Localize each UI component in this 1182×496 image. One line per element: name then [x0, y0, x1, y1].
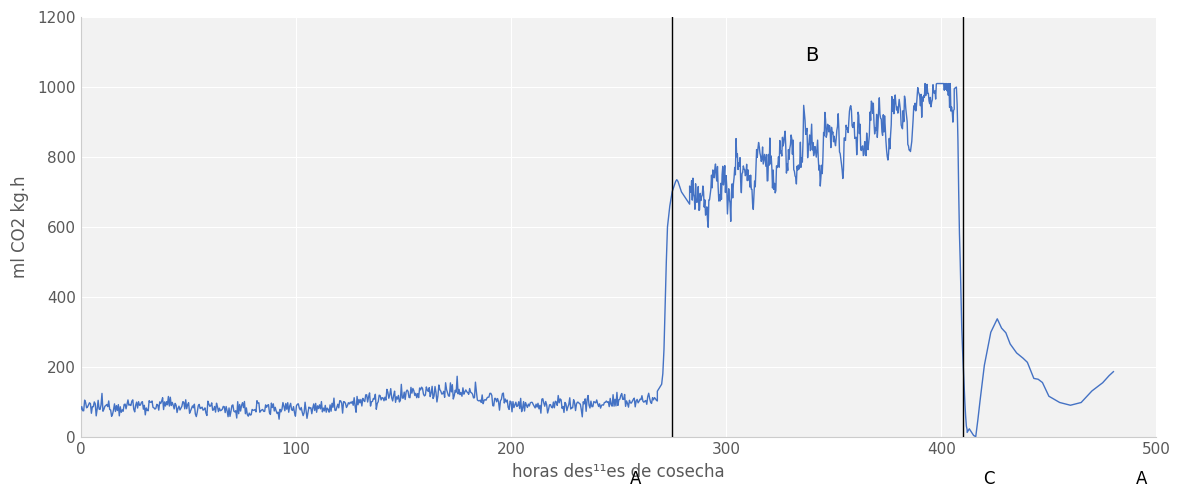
- Text: A: A: [1136, 470, 1147, 488]
- Text: C: C: [983, 470, 994, 488]
- X-axis label: horas des¹¹es de cosecha: horas des¹¹es de cosecha: [512, 463, 725, 482]
- Text: B: B: [806, 46, 819, 65]
- Y-axis label: ml CO2 kg.h: ml CO2 kg.h: [11, 176, 30, 278]
- Text: A: A: [630, 470, 642, 488]
